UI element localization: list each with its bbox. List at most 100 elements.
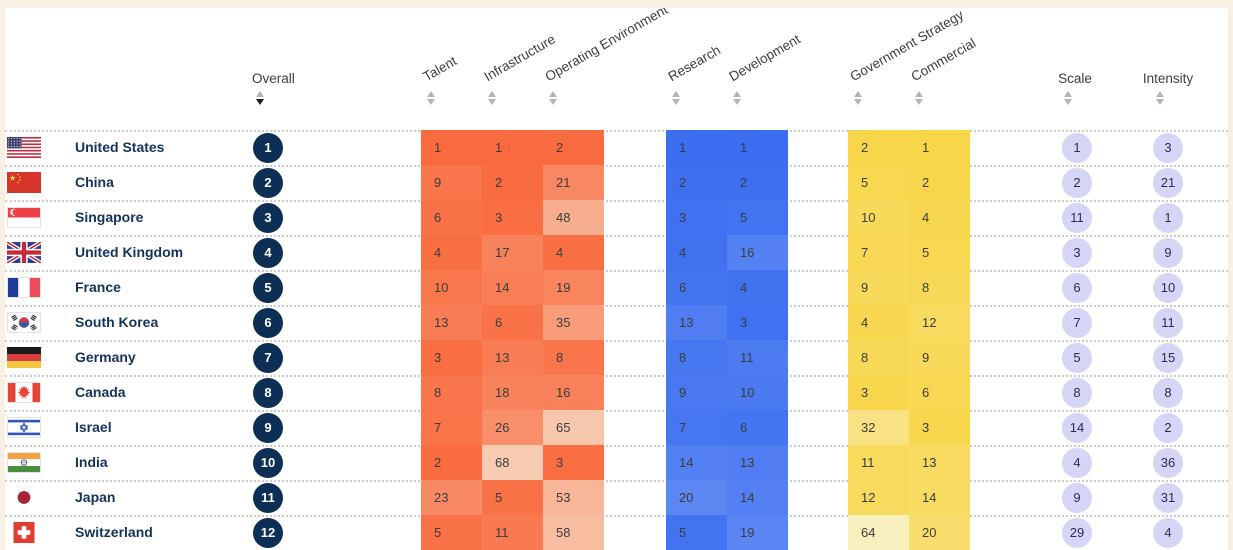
sort-control-operating_environment[interactable]: [547, 91, 559, 105]
sort-control-infrastructure[interactable]: [486, 91, 498, 105]
sort-down-icon[interactable]: [427, 99, 435, 105]
cell-research: 20: [666, 480, 727, 515]
cell-commercial: 4: [909, 200, 970, 235]
cell-operating_environment: 4: [543, 235, 604, 270]
column-header-talent[interactable]: Talent: [420, 53, 460, 85]
cell-research: 3: [666, 200, 727, 235]
column-header-operating_environment[interactable]: Operating Environment: [542, 8, 671, 85]
column-header-intensity[interactable]: Intensity: [1142, 71, 1194, 86]
country-name: India: [75, 454, 108, 470]
cell-research: 1: [666, 130, 727, 165]
cell-research: 14: [666, 445, 727, 480]
country-name: Canada: [75, 384, 126, 400]
cell-development: 2: [727, 165, 788, 200]
sort-up-icon[interactable]: [427, 91, 435, 97]
column-header-development[interactable]: Development: [726, 31, 803, 85]
cell-commercial: 3: [909, 410, 970, 445]
sort-down-icon[interactable]: [1156, 99, 1164, 105]
row-separator: [5, 480, 1228, 482]
cell-operating_environment: 35: [543, 305, 604, 340]
overall-rank-badge: 10: [253, 447, 283, 478]
country-name: South Korea: [75, 314, 159, 330]
intensity-badge: 4: [1153, 517, 1183, 548]
row-separator: [5, 375, 1228, 377]
sort-control-commercial[interactable]: [913, 91, 925, 105]
country-name: Switzerland: [75, 524, 153, 540]
sort-control-overall[interactable]: [254, 91, 266, 105]
sort-down-icon[interactable]: [1064, 99, 1072, 105]
sort-up-icon[interactable]: [488, 91, 496, 97]
sort-down-icon[interactable]: [733, 99, 741, 105]
scale-badge: 7: [1062, 307, 1092, 338]
cell-commercial: 14: [909, 480, 970, 515]
ranking-table: Overall Talent Infrastructure Operating Env…: [5, 8, 1228, 550]
table-row: India 10 2 68 3 14 13 11 13 4 36: [5, 445, 1228, 480]
sort-up-icon[interactable]: [549, 91, 557, 97]
cell-government_strategy: 8: [848, 340, 909, 375]
sort-down-icon[interactable]: [488, 99, 496, 105]
column-header-overall[interactable]: Overall: [252, 71, 295, 86]
row-separator: [5, 165, 1228, 167]
column-header-scale[interactable]: Scale: [1058, 71, 1092, 86]
sort-up-icon[interactable]: [1064, 91, 1072, 97]
cell-infrastructure: 2: [482, 165, 543, 200]
cell-development: 14: [727, 480, 788, 515]
cell-government_strategy: 10: [848, 200, 909, 235]
sort-up-icon[interactable]: [915, 91, 923, 97]
cell-development: 5: [727, 200, 788, 235]
cell-development: 19: [727, 515, 788, 550]
flag-de-icon: [7, 347, 41, 368]
sort-up-icon[interactable]: [1156, 91, 1164, 97]
table-row: Germany 7 3 13 8 8 11 8 9 5 15: [5, 340, 1228, 375]
cell-infrastructure: 6: [482, 305, 543, 340]
sort-control-scale[interactable]: [1062, 91, 1074, 105]
cell-infrastructure: 5: [482, 480, 543, 515]
overall-rank-badge: 4: [253, 237, 283, 268]
sort-up-icon[interactable]: [733, 91, 741, 97]
intensity-badge: 9: [1153, 237, 1183, 268]
country-name: China: [75, 174, 114, 190]
cell-commercial: 2: [909, 165, 970, 200]
cell-commercial: 20: [909, 515, 970, 550]
cell-operating_environment: 19: [543, 270, 604, 305]
intensity-badge: 1: [1153, 202, 1183, 233]
cell-development: 13: [727, 445, 788, 480]
intensity-badge: 8: [1153, 377, 1183, 408]
cell-commercial: 6: [909, 375, 970, 410]
sort-down-icon[interactable]: [672, 99, 680, 105]
intensity-badge: 3: [1153, 132, 1183, 163]
sort-control-talent[interactable]: [425, 91, 437, 105]
sort-up-icon[interactable]: [672, 91, 680, 97]
sort-control-development[interactable]: [731, 91, 743, 105]
intensity-badge: 21: [1153, 167, 1183, 198]
sort-control-government_strategy[interactable]: [852, 91, 864, 105]
cell-infrastructure: 26: [482, 410, 543, 445]
row-separator: [5, 515, 1228, 517]
flag-ch-icon: [7, 522, 41, 543]
sort-control-research[interactable]: [670, 91, 682, 105]
sort-down-icon[interactable]: [256, 99, 264, 105]
sort-down-icon[interactable]: [549, 99, 557, 105]
intensity-badge: 31: [1153, 482, 1183, 513]
sort-down-icon[interactable]: [854, 99, 862, 105]
cell-research: 4: [666, 235, 727, 270]
column-header-research[interactable]: Research: [665, 42, 724, 85]
cell-research: 2: [666, 165, 727, 200]
sort-up-icon[interactable]: [854, 91, 862, 97]
table-row: Japan 11 23 5 53 20 14 12 14 9 31: [5, 480, 1228, 515]
flag-jp-icon: [7, 487, 41, 508]
cell-research: 13: [666, 305, 727, 340]
sort-down-icon[interactable]: [915, 99, 923, 105]
cell-operating_environment: 2: [543, 130, 604, 165]
flag-fr-icon: [7, 277, 41, 298]
scale-badge: 4: [1062, 447, 1092, 478]
cell-talent: 23: [421, 480, 482, 515]
scale-badge: 11: [1062, 202, 1092, 233]
country-name: Germany: [75, 349, 136, 365]
overall-rank-badge: 6: [253, 307, 283, 338]
scale-badge: 29: [1062, 517, 1092, 548]
scale-badge: 5: [1062, 342, 1092, 373]
sort-control-intensity[interactable]: [1154, 91, 1166, 105]
sort-up-icon[interactable]: [256, 91, 264, 97]
cell-development: 4: [727, 270, 788, 305]
